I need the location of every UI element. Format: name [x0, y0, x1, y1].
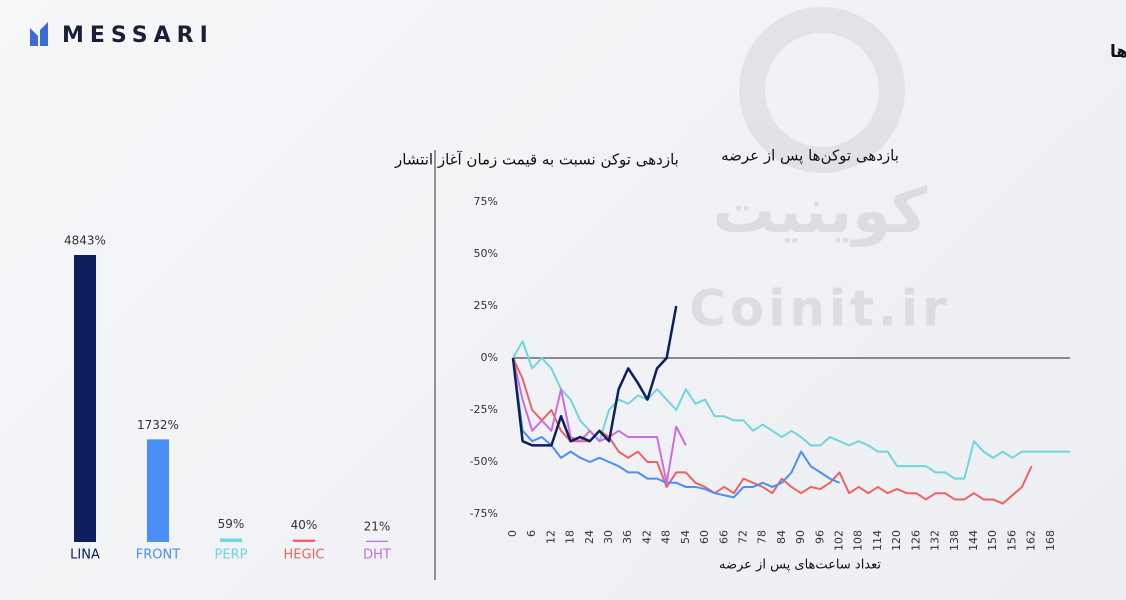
main-title: بازدهی حاصل از توکن‌های دیفای( DeFi ) پس…	[1110, 42, 1126, 62]
value-label: 21%	[364, 519, 391, 533]
x-tick-label: 114	[871, 530, 884, 551]
logo-mark	[30, 22, 48, 46]
watermark-en: Coinit.ir	[689, 280, 951, 338]
x-tick-label: 126	[909, 530, 922, 551]
category-label: LINA	[70, 548, 100, 563]
x-tick-label: 150	[986, 530, 999, 551]
series-line	[511, 305, 678, 447]
x-tick-label: 42	[640, 530, 653, 544]
x-tick-label: 72	[736, 530, 749, 544]
series-line	[512, 357, 687, 484]
x-tick-label: 144	[967, 530, 980, 551]
x-tick-label: 84	[775, 530, 788, 544]
x-tick-label: 54	[679, 530, 692, 544]
x-tick-label: 36	[621, 530, 634, 544]
bar	[220, 538, 242, 542]
x-tick-label: 6	[525, 530, 538, 537]
y-tick-label: 50%	[474, 247, 498, 260]
x-tick-label: 18	[564, 530, 577, 544]
series-line	[512, 357, 840, 499]
y-tick-label: -25%	[470, 403, 498, 416]
watermark-fa: کوینیت	[713, 174, 928, 247]
x-tick-label: 0	[506, 530, 519, 537]
bar	[293, 539, 315, 542]
logo-text: MESSARI	[62, 23, 214, 48]
x-tick-label: 96	[813, 530, 826, 544]
line-title: بازدهی توکن‌ها پس از عرضه	[721, 147, 899, 166]
series-line	[512, 340, 1070, 480]
x-tick-label: 66	[717, 530, 730, 544]
x-tick-label: 24	[583, 530, 596, 544]
y-tick-label: -50%	[470, 455, 498, 468]
category-label: PERP	[215, 548, 248, 563]
x-tick-label: 120	[890, 530, 903, 551]
x-tick-label: 162	[1025, 530, 1038, 551]
watermark-logo	[739, 7, 905, 173]
y-tick-label: -75%	[470, 507, 498, 520]
logo: MESSARI	[30, 22, 214, 48]
category-label: HEGIC	[284, 548, 325, 563]
value-label: 40%	[291, 518, 318, 532]
value-label: 59%	[218, 517, 245, 531]
category-label: DHT	[363, 548, 391, 563]
category-label: FRONT	[136, 548, 180, 563]
y-tick-label: 25%	[474, 299, 498, 312]
value-label: 1732%	[137, 418, 179, 432]
watermark: کوینیت Coinit.ir	[689, 7, 951, 338]
x-tick-label: 48	[660, 530, 673, 544]
x-tick-label: 12	[544, 530, 557, 544]
bar-title: بازدهی توکن نسبت به قیمت زمان آغاز انتشا…	[394, 151, 679, 169]
y-tick-label: 0%	[481, 351, 498, 364]
value-label: 4843%	[64, 234, 106, 248]
bar	[147, 439, 169, 542]
x-tick-label: 132	[929, 530, 942, 551]
x-tick-label: 60	[698, 530, 711, 544]
x-tick-label: 102	[833, 530, 846, 551]
x-tick-label: 156	[1005, 530, 1018, 551]
y-tick-label: 75%	[474, 195, 498, 208]
x-axis-title: تعداد ساعت‌های پس از عرضه	[719, 558, 881, 573]
x-tick-label: 78	[756, 530, 769, 544]
x-tick-label: 138	[948, 530, 961, 551]
x-tick-label: 108	[852, 530, 865, 551]
x-tick-label: 90	[794, 530, 807, 544]
bar	[366, 540, 388, 542]
x-tick-label: 168	[1044, 530, 1057, 551]
x-tick-label: 30	[602, 530, 615, 544]
bar	[74, 255, 96, 542]
